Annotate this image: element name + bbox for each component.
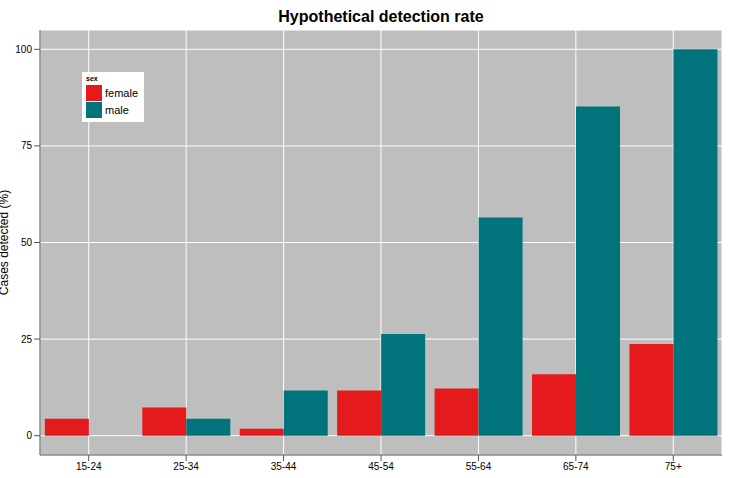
svg-text:25: 25 xyxy=(21,334,33,345)
html-text:male: male xyxy=(105,103,129,116)
svg-text:50: 50 xyxy=(21,237,33,248)
svg-text:25-34: 25-34 xyxy=(173,461,199,472)
svg-text:45-54: 45-54 xyxy=(368,461,394,472)
svg-text:55-64: 55-64 xyxy=(466,461,492,472)
svg-text:15-24: 15-24 xyxy=(76,461,102,472)
svg-text:65-74: 65-74 xyxy=(563,461,589,472)
html-text:Hypothetical detection rate: Hypothetical detection rate xyxy=(278,8,484,25)
svg-text:75+: 75+ xyxy=(665,461,682,472)
svg-text:100: 100 xyxy=(15,44,32,55)
svg-text:75: 75 xyxy=(21,140,33,151)
svg-text:35-44: 35-44 xyxy=(271,461,297,472)
svg-text:0: 0 xyxy=(26,430,32,441)
html-text:female: female xyxy=(105,86,138,99)
svg-text:Cases detected (%): Cases detected (%) xyxy=(8,190,11,295)
html-text:sex: sex xyxy=(86,75,98,82)
